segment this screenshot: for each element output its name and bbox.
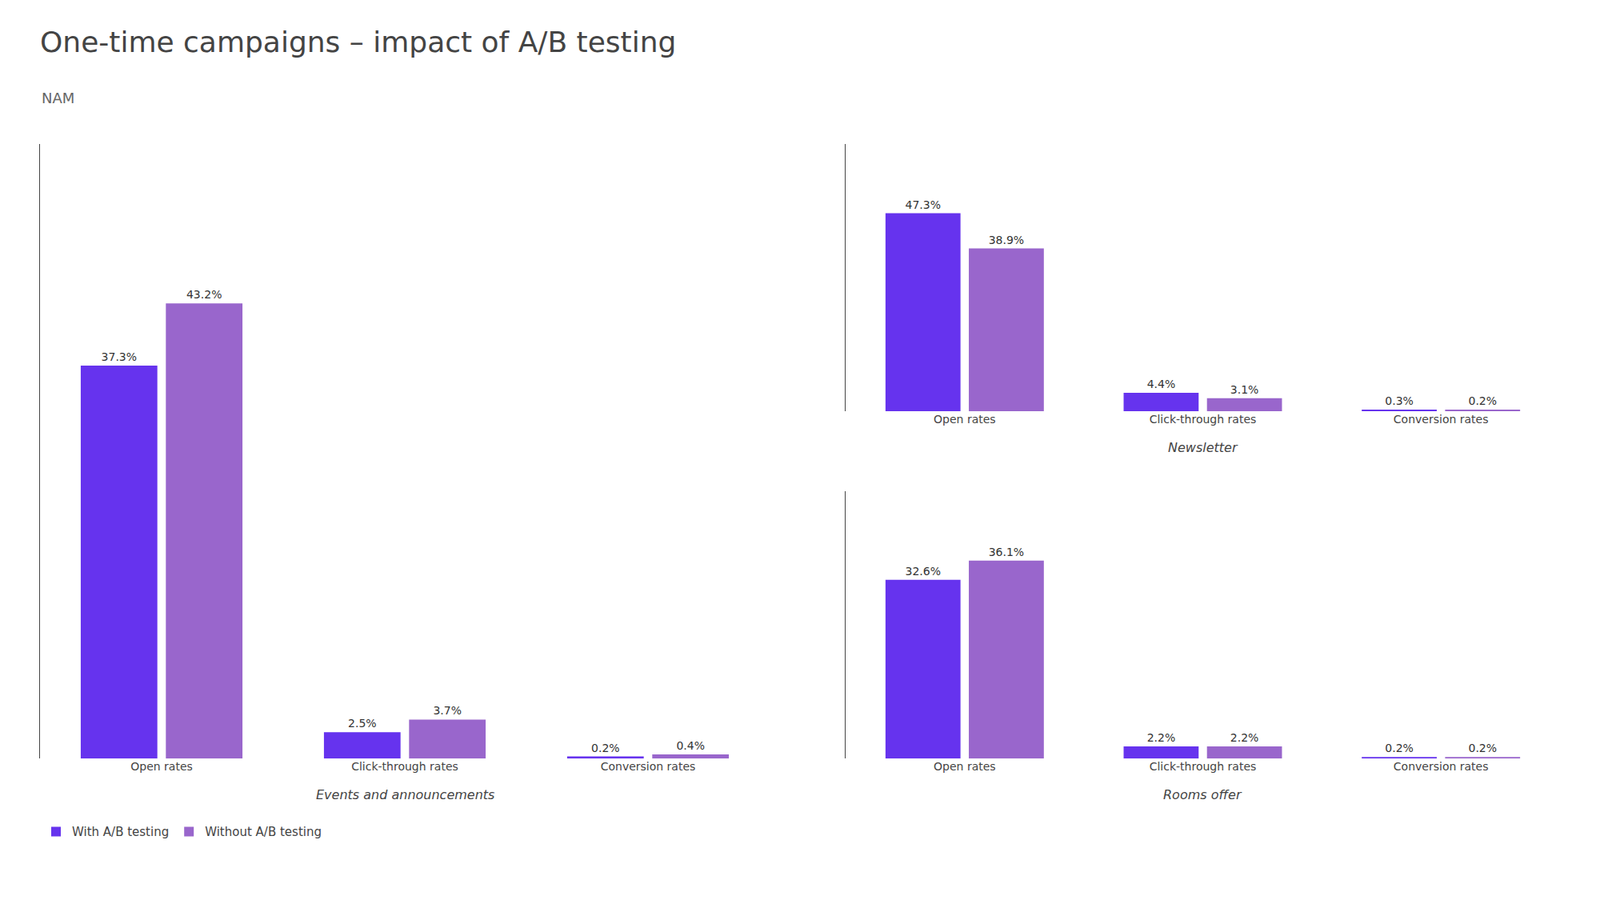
svg-text:3.7%: 3.7% xyxy=(432,704,462,717)
svg-text:0.2%: 0.2% xyxy=(591,741,620,755)
svg-text:One-time campaigns – impact of: One-time campaigns – impact of A/B testi… xyxy=(40,25,676,59)
svg-text:43.2%: 43.2% xyxy=(186,288,222,301)
svg-text:0.2%: 0.2% xyxy=(1384,741,1414,755)
svg-text:Newsletter: Newsletter xyxy=(1168,440,1239,456)
svg-text:0.2%: 0.2% xyxy=(1468,394,1497,408)
svg-text:0.3%: 0.3% xyxy=(1384,394,1414,408)
svg-text:0.2%: 0.2% xyxy=(1468,741,1497,755)
svg-text:38.9%: 38.9% xyxy=(988,233,1024,247)
svg-text:With A/B testing: With A/B testing xyxy=(72,824,169,840)
svg-text:3.1%: 3.1% xyxy=(1230,383,1260,396)
svg-text:Click-through rates: Click-through rates xyxy=(351,760,459,773)
svg-text:Conversion rates: Conversion rates xyxy=(1393,760,1489,773)
svg-text:Conversion rates: Conversion rates xyxy=(1393,412,1489,426)
svg-text:0.4%: 0.4% xyxy=(676,739,705,752)
svg-text:47.3%: 47.3% xyxy=(904,198,940,212)
svg-text:Rooms offer: Rooms offer xyxy=(1163,787,1243,803)
svg-text:Click-through rates: Click-through rates xyxy=(1149,412,1257,426)
svg-text:Click-through rates: Click-through rates xyxy=(1149,760,1257,773)
svg-text:2.5%: 2.5% xyxy=(348,716,377,730)
svg-text:Open rates: Open rates xyxy=(130,760,193,773)
svg-text:Without A/B testing: Without A/B testing xyxy=(204,824,322,840)
svg-text:2.2%: 2.2% xyxy=(1147,731,1176,744)
svg-text:4.4%: 4.4% xyxy=(1147,377,1176,391)
svg-text:Open rates: Open rates xyxy=(933,412,996,426)
svg-text:2.2%: 2.2% xyxy=(1230,731,1260,744)
svg-text:37.3%: 37.3% xyxy=(101,350,137,364)
svg-text:NAM: NAM xyxy=(41,89,75,107)
svg-text:Conversion rates: Conversion rates xyxy=(600,760,696,773)
svg-text:Open rates: Open rates xyxy=(933,760,996,773)
svg-text:32.6%: 32.6% xyxy=(904,564,940,578)
svg-text:36.1%: 36.1% xyxy=(988,545,1024,559)
svg-text:Events and announcements: Events and announcements xyxy=(316,787,495,803)
